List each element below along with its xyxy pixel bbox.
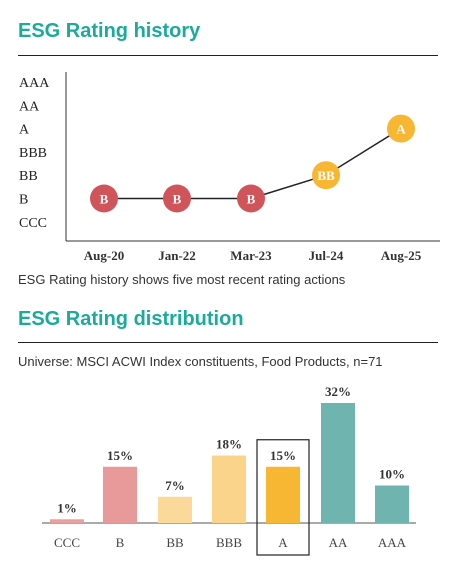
bar-value-label-a: 15% [270, 448, 296, 463]
rating-marker-label-aug-20: B [100, 192, 109, 207]
rating-marker-aug-25 [387, 114, 415, 143]
history-title: ESG Rating history [18, 20, 201, 42]
y-tick-label-a: A [19, 123, 30, 138]
bar-a [266, 466, 300, 523]
category-label-a: A [278, 535, 288, 550]
rating-distribution-chart: 1% CCC 15% B 7% BB 18% BBB 15% A 32% AA 10% AAA [42, 384, 416, 556]
y-tick-label-bbb: BBB [19, 146, 47, 161]
x-tick-label-aug-25: Aug-25 [381, 248, 422, 263]
distribution-title: ESG Rating distribution [18, 308, 244, 330]
bar-value-label-bb: 7% [165, 478, 185, 493]
distribution-title-rule [18, 342, 438, 343]
highlight-box-a [256, 439, 310, 556]
rating-marker-mar-23 [237, 184, 265, 213]
rating-marker-label-mar-23: B [247, 192, 256, 207]
bar-aa [321, 403, 355, 523]
bar-value-label-ccc: 1% [57, 500, 77, 515]
category-label-aa: AA [329, 535, 348, 550]
category-label-b: B [116, 535, 125, 550]
distribution-caption: Universe: MSCI ACWI Index constituents, … [18, 354, 383, 369]
bar-value-label-b: 15% [107, 448, 133, 463]
y-tick-label-ccc: CCC [19, 216, 47, 231]
bar-bb [158, 496, 192, 523]
x-tick-label-aug-20: Aug-20 [84, 248, 124, 263]
x-tick-label-jan-22: Jan-22 [158, 248, 196, 263]
bar-value-label-aa: 32% [325, 384, 351, 399]
rating-marker-aug-20 [90, 184, 118, 213]
bar-value-label-bbb: 18% [216, 437, 242, 452]
y-tick-label-aaa: AAA [19, 76, 50, 91]
bar-aaa [375, 485, 409, 523]
bar-value-label-aaa: 10% [379, 467, 405, 482]
category-label-ccc: CCC [54, 535, 80, 550]
rating-marker-label-jan-22: B [173, 192, 182, 207]
rating-marker-label-aug-25: A [396, 122, 406, 137]
history-title-rule [18, 55, 438, 56]
y-tick-label-bb: BB [19, 169, 38, 184]
rating-marker-jan-22 [163, 184, 191, 213]
bar-b [103, 466, 137, 523]
bar-ccc [50, 519, 84, 523]
rating-marker-jul-24 [312, 161, 340, 190]
history-caption: ESG Rating history shows five most recen… [18, 272, 346, 287]
category-label-bbb: BBB [216, 535, 242, 550]
category-label-aaa: AAA [378, 535, 407, 550]
rating-marker-label-jul-24: BB [317, 168, 335, 183]
x-tick-label-mar-23: Mar-23 [230, 248, 272, 263]
category-label-bb: BB [166, 535, 184, 550]
bar-bbb [212, 455, 246, 523]
x-tick-label-jul-24: Jul-24 [309, 248, 344, 263]
y-tick-label-aa: AA [19, 99, 40, 114]
y-tick-label-b: B [19, 193, 28, 208]
